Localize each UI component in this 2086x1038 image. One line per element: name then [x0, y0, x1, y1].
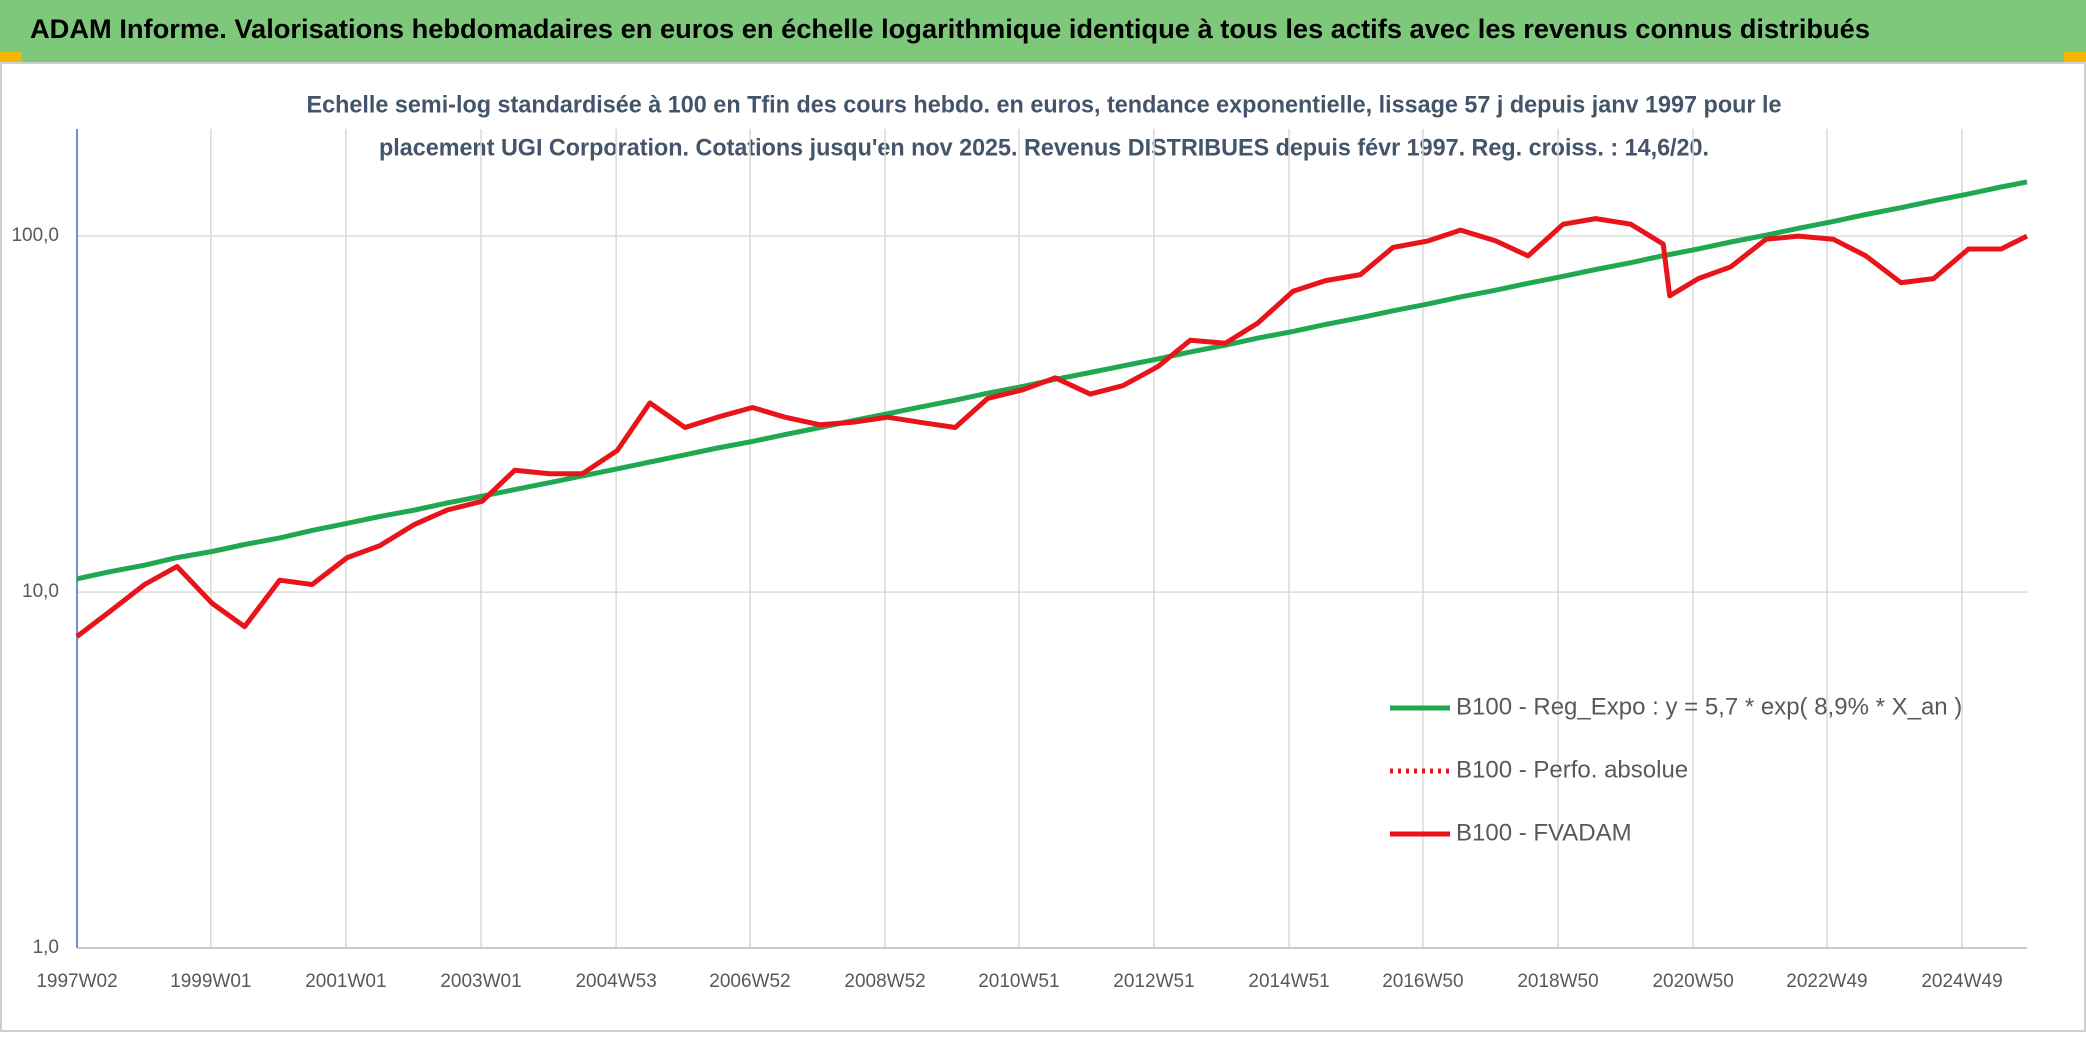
- x-tick-label: 2020W50: [1652, 971, 1733, 992]
- x-tick-label: 2001W01: [305, 971, 386, 992]
- chart-subtitle: placement UGI Corporation. Cotations jus…: [379, 134, 1709, 161]
- legend-label: B100 - FVADAM: [1456, 819, 1632, 846]
- x-tick-label: 1997W02: [36, 971, 117, 992]
- header-band: [0, 0, 2086, 62]
- x-tick-label: 2022W49: [1786, 971, 1867, 992]
- y-tick-label: 1,0: [33, 937, 59, 958]
- x-tick-label: 2016W50: [1382, 971, 1463, 992]
- x-tick-label: 2018W50: [1517, 971, 1598, 992]
- grid: 1,0 10,0 100,0 1997W02 1999W01 2001W01 2003W01…: [11, 129, 2027, 992]
- chart-title: ADAM Informe. Valorisations hebdomadaire…: [30, 14, 1870, 44]
- series-line: [75, 216, 2029, 639]
- x-tick-label: 2008W52: [844, 971, 925, 992]
- frame: [0, 62, 2086, 1032]
- x-tick-label: 2010W51: [978, 971, 1059, 992]
- x-tick-label: 2014W51: [1248, 971, 1329, 992]
- x-tick-label: 2004W53: [575, 971, 656, 992]
- chart-subtitle: Echelle semi-log standardisée à 100 en T…: [307, 91, 1782, 118]
- y-tick-label: 10,0: [22, 581, 59, 602]
- x-tick-label: 1999W01: [170, 971, 251, 992]
- corner: [0, 52, 22, 64]
- legend: B100 - Reg_Expo : y = 5,7 * exp( 8,9% * …: [1390, 693, 1962, 846]
- x-tick-label: 2024W49: [1921, 971, 2002, 992]
- x-tick-label: 2006W52: [709, 971, 790, 992]
- y-tick-label: 100,0: [11, 225, 59, 246]
- plot: [75, 179, 2029, 639]
- corner: [2064, 52, 2086, 64]
- x-tick-label: 2012W51: [1113, 971, 1194, 992]
- legend-label: B100 - Perfo. absolue: [1456, 756, 1688, 783]
- legend-label: B100 - Reg_Expo : y = 5,7 * exp( 8,9% * …: [1456, 693, 1962, 720]
- x-tick-label: 2003W01: [440, 971, 521, 992]
- series-line: [76, 179, 2028, 582]
